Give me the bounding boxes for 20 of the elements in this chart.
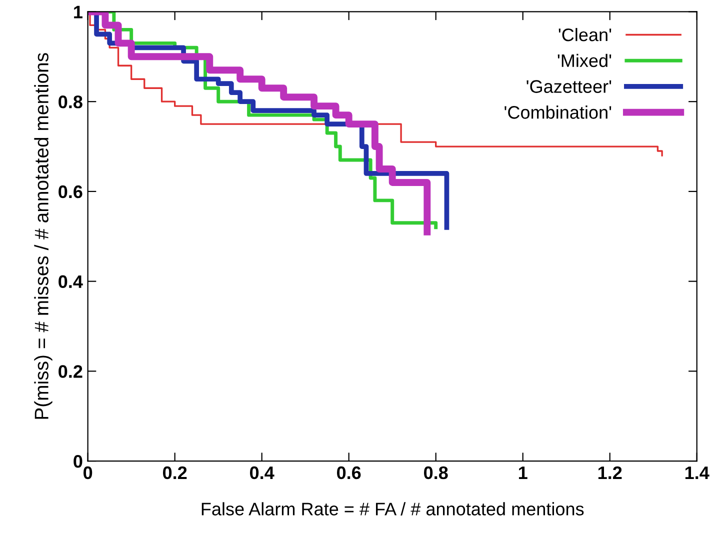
x-tick-label: 1 — [518, 466, 528, 479]
y-tick-label: 0.2 — [58, 365, 82, 378]
x-tick-label: 0 — [84, 466, 92, 480]
y-tick-label: 1 — [74, 6, 82, 18]
legend-label: 'Mixed' — [558, 54, 612, 68]
x-tick-label: 0.2 — [162, 466, 187, 480]
y-axis-title: P(miss) = # misses / # annotated mentions — [34, 53, 52, 419]
legend-label: 'Gazetteer' — [526, 80, 612, 93]
x-tick-label: 0.6 — [337, 466, 361, 480]
legend-label: 'Combination' — [504, 106, 612, 119]
x-tick-label: 1.4 — [685, 466, 710, 479]
x-tick-label: 1.2 — [598, 466, 622, 479]
x-axis-title: False Alarm Rate = # FA / # annotated mentions — [202, 502, 584, 516]
y-tick-label: 0.4 — [58, 275, 83, 288]
y-tick-label: 0.8 — [58, 96, 82, 108]
y-tick-label: 0 — [74, 454, 82, 468]
x-tick-label: 0.8 — [424, 466, 448, 480]
legend-label: 'Clean' — [558, 28, 612, 42]
x-tick-label: 0.4 — [250, 466, 274, 480]
y-tick-label: 0.6 — [58, 185, 82, 198]
